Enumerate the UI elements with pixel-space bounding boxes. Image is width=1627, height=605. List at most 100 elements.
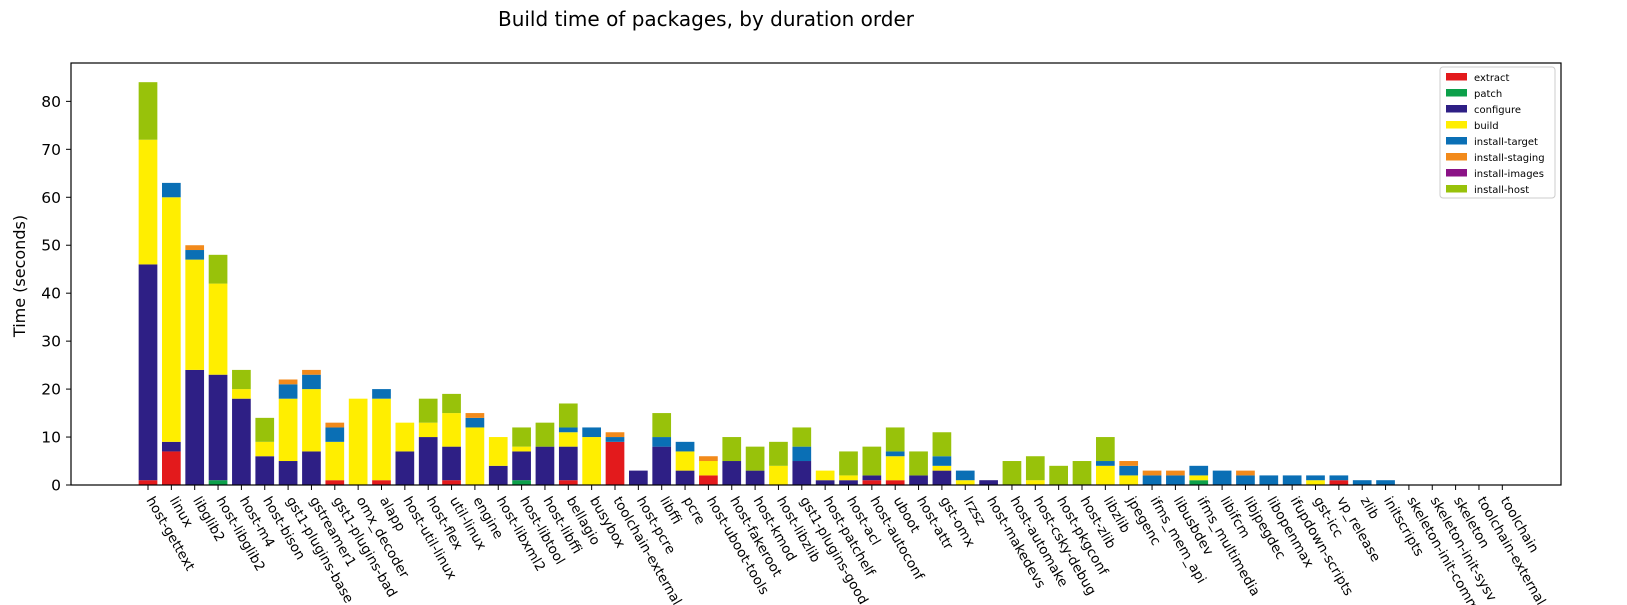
- bar-segment-configure: [862, 475, 882, 481]
- bar-segment-install-staging: [1142, 470, 1162, 476]
- bar-segment-install-host: [512, 427, 531, 447]
- legend-label-install-images: install-images: [1474, 169, 1544, 180]
- bar-segment-install-host: [558, 403, 578, 428]
- bar-segment-build: [138, 139, 158, 265]
- bar-segment-build: [372, 398, 391, 481]
- bar-segment-build: [1025, 480, 1045, 485]
- bar-segment-configure: [512, 451, 531, 481]
- y-tick-label: 50: [41, 237, 61, 255]
- bar-segment-configure: [722, 461, 742, 485]
- bars-layer: [138, 82, 1395, 485]
- legend-swatch-configure: [1446, 105, 1467, 113]
- bar-segment-install-host: [255, 417, 275, 442]
- bar-segment-install-target: [1306, 475, 1325, 481]
- bar-segment-patch: [1189, 480, 1209, 485]
- legend-swatch-install-host: [1446, 185, 1467, 193]
- bar-segment-install-target: [1166, 475, 1185, 485]
- y-tick-label: 60: [41, 189, 61, 207]
- axes-layer: 01020304050607080host-gettextlinuxlibgli…: [41, 62, 1562, 605]
- bar-segment-extract: [325, 480, 345, 485]
- bar-segment-install-host: [1049, 465, 1068, 485]
- bar-segment-build: [418, 422, 438, 438]
- bar-segment-build: [1096, 465, 1115, 485]
- bar-segment-install-target: [792, 446, 812, 462]
- y-tick-label: 10: [41, 429, 61, 447]
- bar-segment-build: [932, 465, 952, 471]
- bar-segment-configure: [909, 475, 928, 485]
- bar-segment-build: [302, 389, 321, 452]
- bar-segment-install-staging: [325, 422, 345, 428]
- bar-segment-configure: [278, 461, 298, 485]
- bar-segment-patch: [208, 480, 228, 485]
- bar-segment-build: [1119, 475, 1139, 485]
- bar-segment-extract: [862, 480, 882, 485]
- bar-segment-install-target: [1096, 461, 1115, 466]
- bar-segment-install-staging: [605, 432, 625, 438]
- y-tick-label: 40: [41, 285, 61, 303]
- bar-segment-build: [839, 475, 858, 481]
- legend-label-install-target: install-target: [1474, 137, 1538, 148]
- bar-segment-install-target: [1376, 480, 1395, 485]
- bar-segment-install-host: [792, 427, 812, 447]
- bar-segment-install-target: [675, 441, 695, 452]
- bar-segment-build: [675, 451, 695, 471]
- bar-segment-build: [395, 422, 415, 452]
- bar-segment-install-staging: [465, 413, 485, 418]
- bar-segment-build: [348, 398, 368, 485]
- bar-segment-build: [442, 413, 461, 447]
- bar-segment-configure: [442, 446, 461, 481]
- bar-segment-build: [558, 432, 578, 447]
- bar-segment-build: [325, 441, 345, 481]
- bar-segment-extract: [699, 475, 718, 485]
- legend-label-install-staging: install-staging: [1474, 153, 1545, 164]
- bar-segment-install-target: [1212, 470, 1232, 485]
- bar-segment-install-target: [1352, 480, 1372, 485]
- bar-segment-install-host: [1096, 437, 1115, 462]
- bar-segment-extract: [442, 480, 461, 485]
- legend-label-build: build: [1474, 121, 1499, 132]
- bar-segment-install-target: [1119, 465, 1139, 476]
- bar-segment-build: [512, 446, 531, 452]
- legend-label-configure: configure: [1474, 105, 1521, 116]
- y-axis-label: Time (seconds): [10, 215, 29, 338]
- bar-segment-build: [488, 437, 508, 466]
- y-tick-label: 20: [41, 381, 61, 399]
- bar-segment-configure: [232, 398, 251, 485]
- bar-segment-install-staging: [1166, 470, 1185, 476]
- bar-segment-configure: [418, 437, 438, 485]
- bar-segment-install-target: [1189, 465, 1209, 476]
- legend-label-install-host: install-host: [1474, 185, 1529, 196]
- bar-segment-install-host: [839, 451, 858, 476]
- bar-segment-install-staging: [1236, 470, 1255, 476]
- bar-segment-install-target: [162, 182, 181, 198]
- bar-segment-configure: [558, 446, 578, 481]
- bar-segment-configure: [535, 446, 555, 485]
- bar-segment-build: [465, 427, 485, 485]
- y-tick-label: 80: [41, 93, 61, 111]
- legend-swatch-patch: [1446, 89, 1467, 97]
- bar-segment-configure: [255, 456, 275, 485]
- y-tick-label: 0: [51, 477, 61, 495]
- legend-box: [1439, 66, 1556, 199]
- bar-segment-install-target: [1142, 475, 1162, 485]
- bar-segment-build: [278, 398, 298, 462]
- bar-segment-install-staging: [185, 245, 205, 251]
- bar-segment-install-target: [955, 470, 975, 481]
- bar-segment-install-target: [652, 437, 672, 447]
- legend-swatch-build: [1446, 121, 1467, 129]
- bar-segment-extract: [372, 480, 391, 485]
- bar-segment-build: [769, 465, 788, 485]
- bar-segment-install-target: [278, 384, 298, 399]
- bar-segment-install-target: [372, 389, 391, 399]
- bar-segment-install-staging: [1119, 461, 1139, 466]
- legend-swatch-install-staging: [1446, 153, 1467, 161]
- bar-segment-configure: [979, 480, 998, 485]
- bar-segment-install-host: [418, 398, 438, 423]
- bar-segment-install-target: [1259, 475, 1279, 485]
- bar-segment-build: [699, 461, 718, 476]
- bar-segment-configure: [302, 451, 321, 485]
- bar-segment-build: [955, 480, 975, 485]
- y-tick-label: 70: [41, 141, 61, 159]
